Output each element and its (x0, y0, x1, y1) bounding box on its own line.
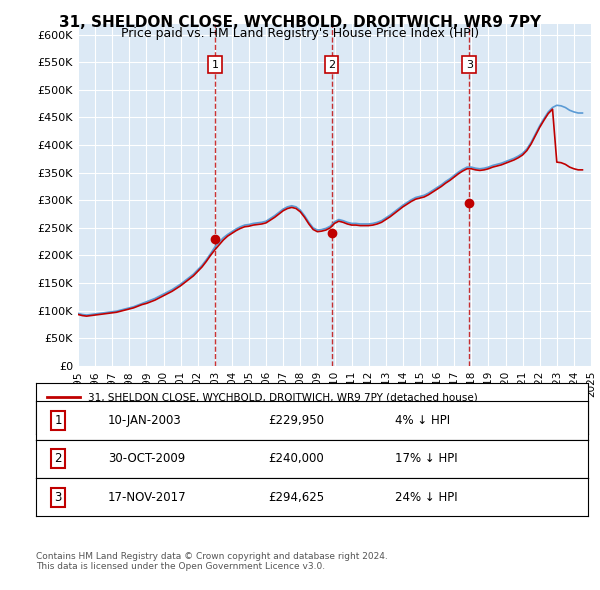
Text: 24% ↓ HPI: 24% ↓ HPI (395, 490, 457, 504)
Text: 4% ↓ HPI: 4% ↓ HPI (395, 414, 450, 427)
Text: 1: 1 (212, 60, 219, 70)
Text: 30-OCT-2009: 30-OCT-2009 (108, 452, 185, 466)
Text: HPI: Average price, detached house, Wychavon: HPI: Average price, detached house, Wych… (88, 415, 335, 425)
Text: 17% ↓ HPI: 17% ↓ HPI (395, 452, 457, 466)
Text: Contains HM Land Registry data © Crown copyright and database right 2024.
This d: Contains HM Land Registry data © Crown c… (36, 552, 388, 571)
Text: 17-NOV-2017: 17-NOV-2017 (108, 490, 187, 504)
Text: 31, SHELDON CLOSE, WYCHBOLD, DROITWICH, WR9 7PY (detached house): 31, SHELDON CLOSE, WYCHBOLD, DROITWICH, … (88, 392, 478, 402)
Text: 1: 1 (55, 414, 62, 427)
Text: Price paid vs. HM Land Registry's House Price Index (HPI): Price paid vs. HM Land Registry's House … (121, 27, 479, 40)
Text: £229,950: £229,950 (268, 414, 324, 427)
Text: £240,000: £240,000 (268, 452, 323, 466)
Text: 2: 2 (55, 452, 62, 466)
Text: 31, SHELDON CLOSE, WYCHBOLD, DROITWICH, WR9 7PY: 31, SHELDON CLOSE, WYCHBOLD, DROITWICH, … (59, 15, 541, 30)
Text: 3: 3 (466, 60, 473, 70)
Text: 2: 2 (328, 60, 335, 70)
Text: 10-JAN-2003: 10-JAN-2003 (108, 414, 182, 427)
Text: £294,625: £294,625 (268, 490, 324, 504)
Text: 3: 3 (55, 490, 62, 504)
